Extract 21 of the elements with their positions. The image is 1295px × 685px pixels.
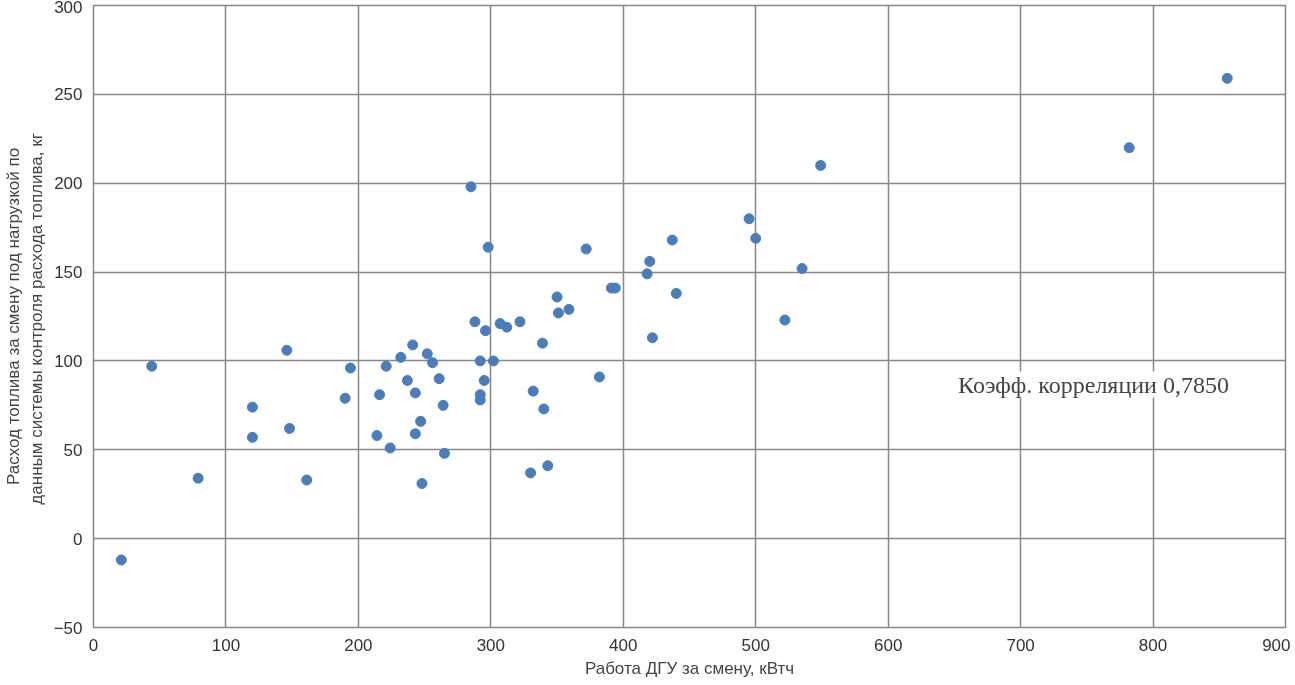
x-tick-label: 400	[609, 635, 638, 655]
y-tick-label: −50	[53, 618, 83, 638]
x-axis-title: Работа ДГУ за смену, кВтч	[584, 658, 795, 678]
x-tick-label: 900	[1262, 635, 1291, 655]
y-tick-label: 200	[54, 174, 83, 194]
x-tick-label: 600	[873, 635, 903, 655]
y-tick-label: 300	[54, 0, 83, 17]
x-tick-label: 500	[741, 635, 770, 655]
y-tick-label: 250	[54, 85, 83, 105]
annotation: Коэфф. корреляции 0,7850	[958, 371, 1229, 398]
y-axis-title: Расход топлива за смену под нагрузкой по данным системы контроля расхода топлива, кг	[3, 133, 46, 505]
x-tick-label: 800	[1138, 635, 1168, 655]
y-tick-label: 100	[54, 351, 83, 371]
x-tick-label: 100	[211, 635, 241, 655]
y-tick-label: 150	[54, 263, 83, 283]
y-tick-label: 0	[73, 529, 83, 549]
x-tick-label: 700	[1006, 635, 1035, 655]
x-tick-label: 200	[344, 635, 373, 655]
x-tick-label: 300	[476, 635, 506, 655]
x-tick-label: 0	[88, 635, 99, 655]
y-tick-label: 50	[63, 440, 83, 460]
